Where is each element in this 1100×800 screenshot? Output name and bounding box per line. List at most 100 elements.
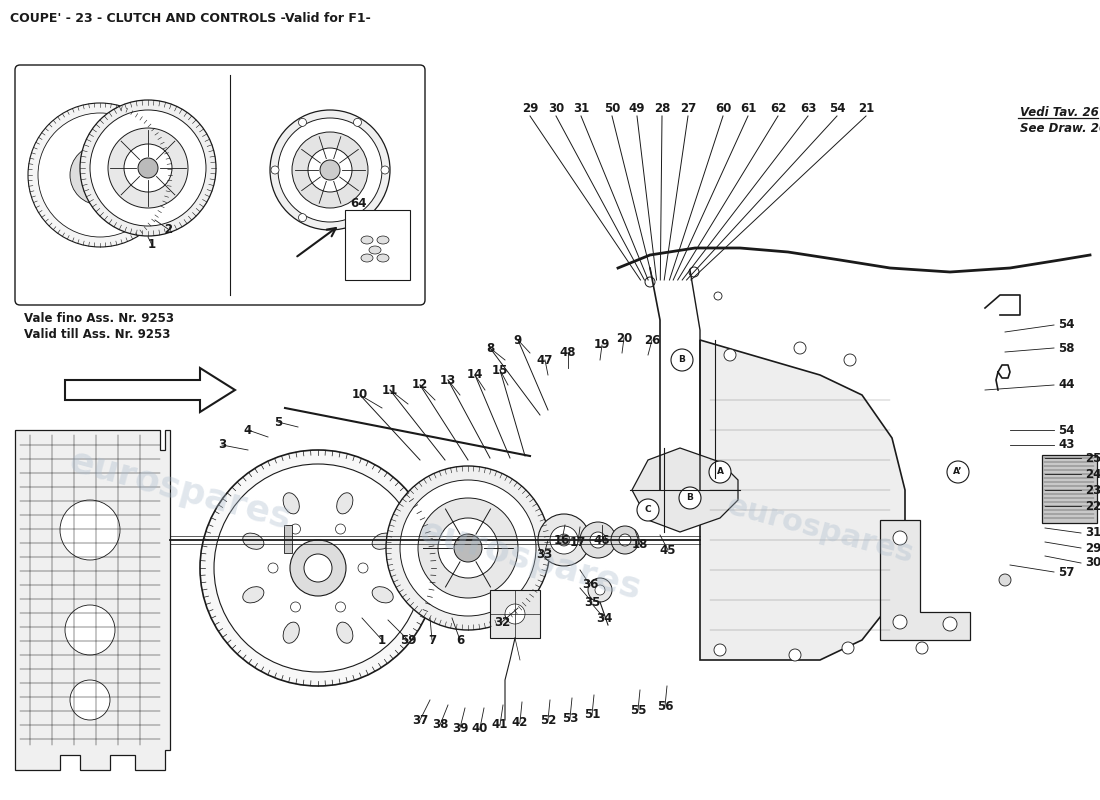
Text: 14: 14 xyxy=(466,369,483,382)
Text: 64: 64 xyxy=(350,197,366,210)
Circle shape xyxy=(298,118,307,126)
Ellipse shape xyxy=(283,622,299,643)
Text: 42: 42 xyxy=(512,715,528,729)
Circle shape xyxy=(85,160,116,190)
Text: 8: 8 xyxy=(486,342,494,354)
Text: 33: 33 xyxy=(536,549,552,562)
Text: 54: 54 xyxy=(1058,318,1075,331)
Text: 17: 17 xyxy=(570,535,586,549)
Polygon shape xyxy=(700,340,905,660)
Text: 1: 1 xyxy=(378,634,386,646)
Circle shape xyxy=(60,500,120,560)
Text: 60: 60 xyxy=(715,102,732,114)
Circle shape xyxy=(108,128,188,208)
Text: 58: 58 xyxy=(1058,342,1075,354)
Circle shape xyxy=(214,464,422,672)
Text: 4: 4 xyxy=(244,423,252,437)
Circle shape xyxy=(550,526,578,554)
Text: 26: 26 xyxy=(644,334,660,346)
Ellipse shape xyxy=(368,246,381,254)
Text: 61: 61 xyxy=(740,102,756,114)
Circle shape xyxy=(290,602,300,612)
Circle shape xyxy=(70,145,130,205)
Text: 63: 63 xyxy=(800,102,816,114)
Polygon shape xyxy=(15,430,170,770)
Circle shape xyxy=(336,524,345,534)
Circle shape xyxy=(916,642,928,654)
Text: 7: 7 xyxy=(428,634,436,646)
Text: 44: 44 xyxy=(1058,378,1075,391)
Bar xyxy=(345,210,410,280)
Circle shape xyxy=(138,158,158,178)
Text: 49: 49 xyxy=(629,102,646,114)
Text: 50: 50 xyxy=(604,102,620,114)
Bar xyxy=(1042,455,1097,523)
Circle shape xyxy=(714,292,722,300)
Text: eurospares: eurospares xyxy=(724,491,916,569)
Text: 46: 46 xyxy=(594,534,610,546)
Text: 22: 22 xyxy=(1085,499,1100,513)
Ellipse shape xyxy=(361,254,373,262)
Circle shape xyxy=(90,110,206,226)
Text: 32: 32 xyxy=(494,615,510,629)
Text: 29: 29 xyxy=(521,102,538,114)
Text: 25: 25 xyxy=(1085,451,1100,465)
Circle shape xyxy=(292,132,368,208)
Text: 20: 20 xyxy=(616,331,632,345)
Text: 54: 54 xyxy=(1058,423,1075,437)
Circle shape xyxy=(39,113,162,237)
Text: 3: 3 xyxy=(218,438,227,451)
Text: Valid till Ass. Nr. 9253: Valid till Ass. Nr. 9253 xyxy=(24,328,170,341)
Text: 5: 5 xyxy=(274,415,282,429)
Text: 31: 31 xyxy=(573,102,590,114)
Polygon shape xyxy=(65,368,235,412)
Text: 18: 18 xyxy=(631,538,648,551)
Circle shape xyxy=(637,499,659,521)
Circle shape xyxy=(714,644,726,656)
Text: 6: 6 xyxy=(455,634,464,646)
Ellipse shape xyxy=(243,533,264,550)
Circle shape xyxy=(943,617,957,631)
Text: 55: 55 xyxy=(629,703,647,717)
Circle shape xyxy=(278,118,382,222)
Circle shape xyxy=(268,563,278,573)
Circle shape xyxy=(270,110,390,230)
Text: 48: 48 xyxy=(560,346,576,359)
Circle shape xyxy=(290,524,300,534)
Text: 41: 41 xyxy=(492,718,508,731)
Text: 28: 28 xyxy=(653,102,670,114)
Text: eurospares: eurospares xyxy=(65,444,295,536)
Bar xyxy=(284,525,292,553)
Text: 52: 52 xyxy=(540,714,557,726)
Circle shape xyxy=(947,461,969,483)
Circle shape xyxy=(595,585,605,595)
Circle shape xyxy=(558,534,570,546)
Circle shape xyxy=(454,534,482,562)
Circle shape xyxy=(671,349,693,371)
Ellipse shape xyxy=(372,533,393,550)
Circle shape xyxy=(842,642,854,654)
Circle shape xyxy=(505,604,525,624)
Text: 39: 39 xyxy=(452,722,469,734)
Circle shape xyxy=(336,602,345,612)
Text: 10: 10 xyxy=(352,389,368,402)
Ellipse shape xyxy=(337,493,353,514)
Ellipse shape xyxy=(372,586,393,603)
Circle shape xyxy=(353,214,362,222)
Circle shape xyxy=(358,563,368,573)
Circle shape xyxy=(724,349,736,361)
Text: 53: 53 xyxy=(562,711,579,725)
Ellipse shape xyxy=(377,254,389,262)
Circle shape xyxy=(679,487,701,509)
Text: 21: 21 xyxy=(858,102,874,114)
Text: 9: 9 xyxy=(514,334,522,346)
Circle shape xyxy=(418,498,518,598)
Text: 1: 1 xyxy=(147,238,156,251)
Circle shape xyxy=(28,103,172,247)
Polygon shape xyxy=(880,520,970,640)
Circle shape xyxy=(200,450,436,686)
Ellipse shape xyxy=(337,622,353,643)
Bar xyxy=(490,590,540,638)
Circle shape xyxy=(438,518,498,578)
Text: A’: A’ xyxy=(954,467,962,477)
